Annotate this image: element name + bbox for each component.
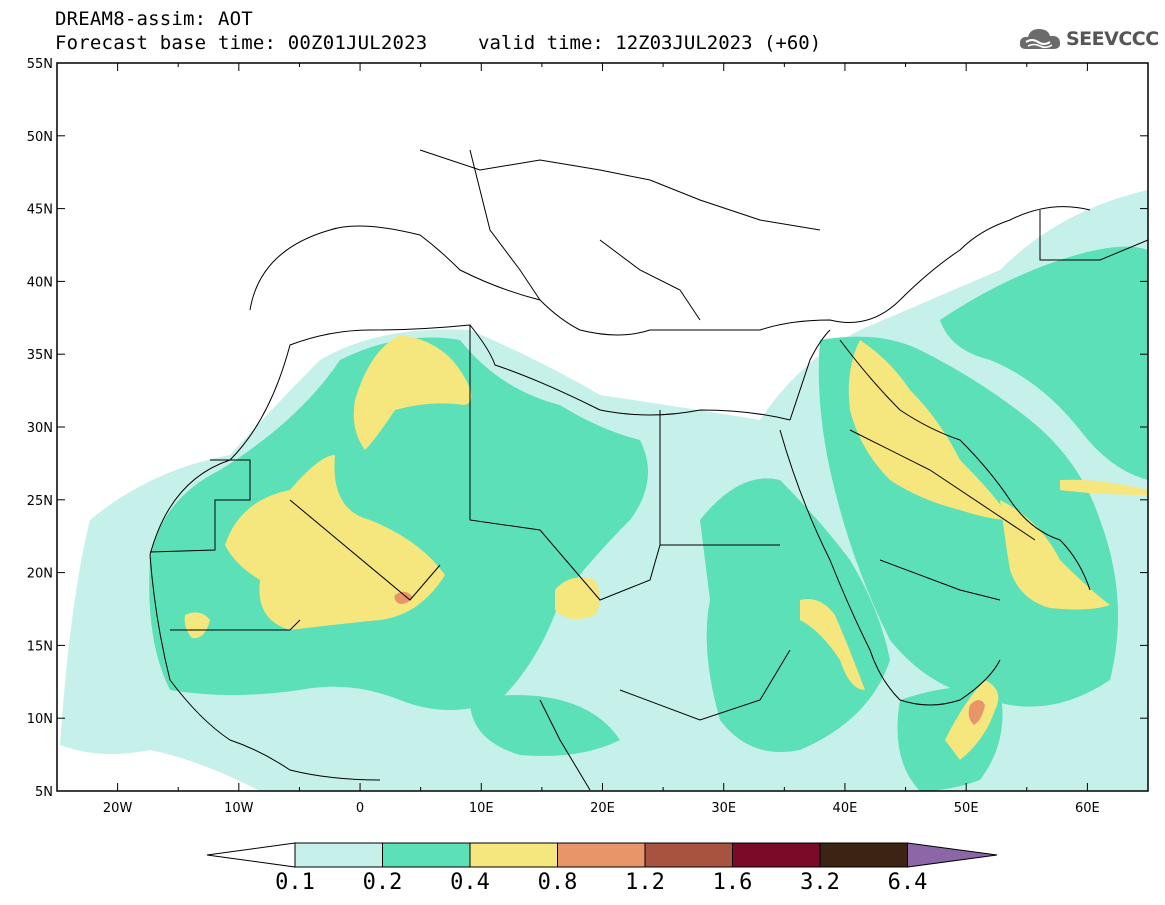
cloud-icon <box>1019 29 1061 49</box>
lat-tick-label: 5N <box>35 785 53 800</box>
lat-tick-label: 30N <box>27 421 53 436</box>
base-time-label: Forecast base time: 00Z01JUL2023 <box>55 32 428 54</box>
aot-level-0.8 <box>394 591 985 725</box>
lat-tick-label: 35N <box>27 348 53 363</box>
lon-tick-label: 40E <box>833 801 858 816</box>
lat-tick-label: 20N <box>27 567 53 582</box>
lat-tick-label: 45N <box>27 203 53 218</box>
longitude-labels: 20W 10W 0 10E 20E 30E 40E 50E 60E <box>103 801 1100 816</box>
colorbar-label: 0.1 <box>275 870 315 895</box>
lon-tick-label: 0 <box>356 801 364 816</box>
seevccc-logo: SEEVCCC <box>1018 22 1159 56</box>
lon-tick-label: 10W <box>224 801 254 816</box>
lat-tick-label: 55N <box>27 57 53 72</box>
colorbar-swatch <box>382 842 471 868</box>
colorbar-label: 1.2 <box>625 870 665 895</box>
lon-tick-label: 20W <box>103 801 133 816</box>
colorbar-swatch <box>732 842 821 868</box>
lon-tick-label: 60E <box>1075 801 1100 816</box>
lat-tick-label: 15N <box>27 639 53 654</box>
colorbar-label: 0.8 <box>538 870 578 895</box>
map-title: DREAM8-assim: AOT <box>55 8 253 30</box>
logo-text: SEEVCCC <box>1066 28 1159 50</box>
lat-tick-label: 10N <box>27 712 53 727</box>
lat-tick-label: 40N <box>27 275 53 290</box>
colorbar-swatch <box>557 842 646 868</box>
aot-level-0.4 <box>184 335 1148 760</box>
valid-time-label: valid time: 12Z03JUL2023 (+60) <box>478 32 822 54</box>
colorbar-swatch <box>294 842 383 868</box>
colorbar-label: 0.2 <box>363 870 403 895</box>
lon-tick-label: 30E <box>711 801 736 816</box>
colorbar-label: 0.4 <box>450 870 490 895</box>
aot-field <box>60 190 1148 791</box>
colorbar <box>206 842 998 868</box>
colorbar-label: 1.6 <box>713 870 753 895</box>
colorbar-over-triangle <box>907 842 998 868</box>
colorbar-label: 3.2 <box>800 870 840 895</box>
latitude-labels: 5N 10N 15N 20N 25N 30N 35N 40N 45N 50N 55N <box>27 57 53 800</box>
lon-tick-label: 50E <box>954 801 979 816</box>
lat-tick-label: 50N <box>27 130 53 145</box>
colorbar-swatch <box>469 842 558 868</box>
colorbar-swatch <box>644 842 733 868</box>
lon-tick-label: 20E <box>590 801 615 816</box>
lat-tick-label: 25N <box>27 494 53 509</box>
colorbar-labels: 0.1 0.2 0.4 0.8 1.2 1.6 3.2 6.4 <box>275 870 927 895</box>
colorbar-label: 6.4 <box>888 870 928 895</box>
coastlines <box>149 149 1148 791</box>
colorbar-swatch <box>819 842 908 868</box>
colorbar-under-triangle <box>206 842 296 868</box>
lon-tick-label: 10E <box>469 801 494 816</box>
axis-ticks <box>56 62 1149 792</box>
